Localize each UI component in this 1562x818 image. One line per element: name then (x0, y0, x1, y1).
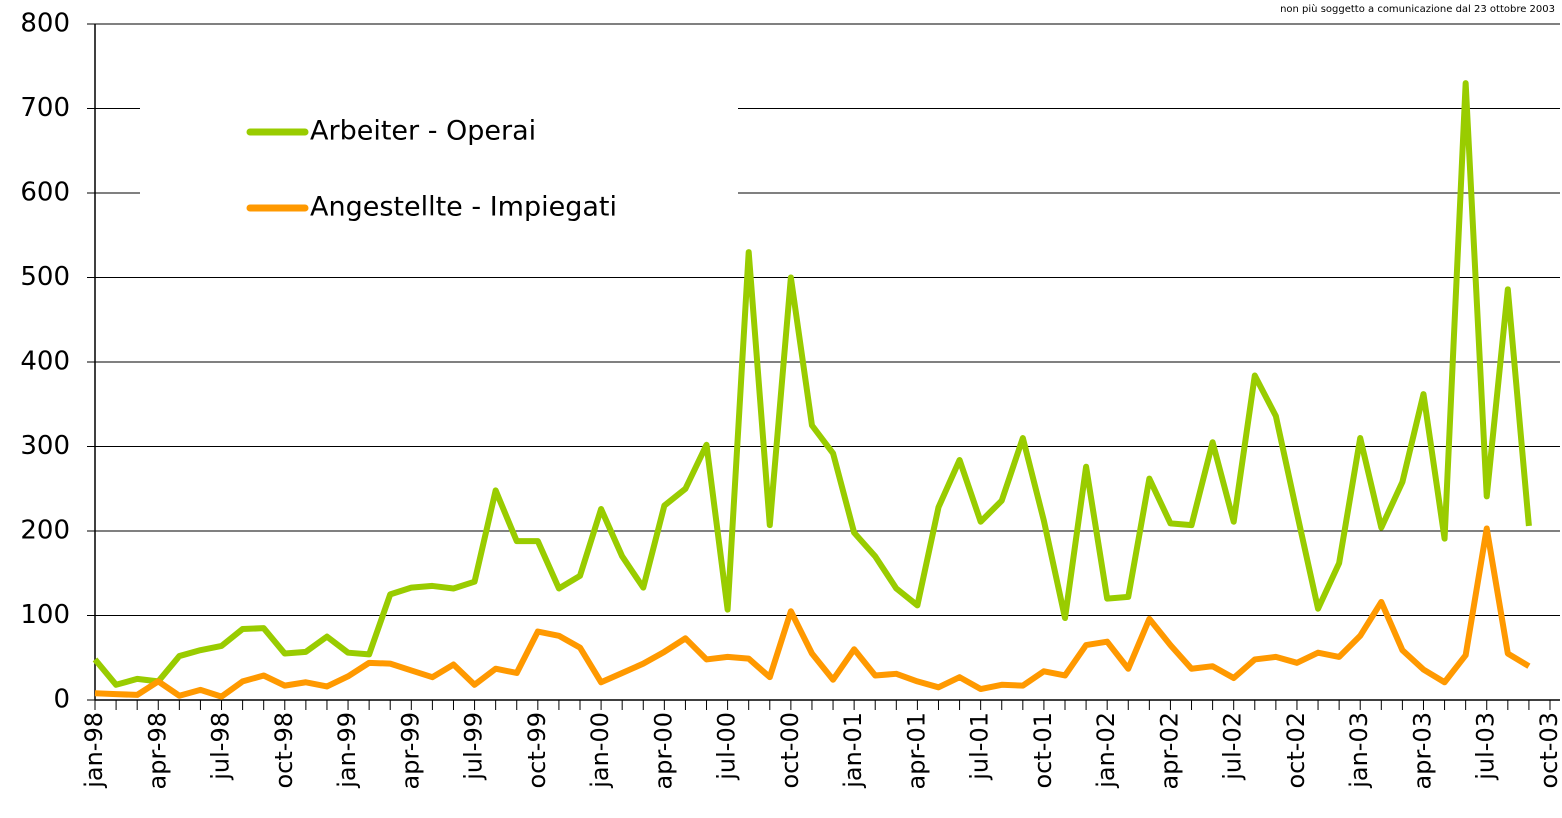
x-tick-label: jul-03 (1472, 712, 1500, 781)
legend-label: Angestellte - Impiegati (310, 192, 617, 223)
x-tick-label: apr-98 (143, 712, 171, 789)
x-tick-label: jul-98 (207, 712, 235, 781)
x-tick-label: jan-03 (1345, 712, 1373, 789)
x-tick-label: apr-99 (396, 712, 424, 789)
x-tick-label: oct-00 (776, 712, 804, 789)
y-tick-label: 0 (53, 685, 70, 715)
x-tick-label: jul-00 (713, 712, 741, 781)
y-tick-label: 200 (20, 516, 70, 546)
y-tick-label: 300 (20, 431, 70, 461)
y-tick-label: 500 (20, 262, 70, 292)
x-tick-label: jan-01 (839, 712, 867, 789)
legend-label: Arbeiter - Operai (310, 116, 536, 147)
note: non più soggetto a comunicazione dal 23 … (1280, 3, 1555, 15)
x-tick-label: jan-98 (80, 712, 108, 789)
series-line (92, 80, 1532, 688)
x-tick-label: jan-00 (586, 712, 614, 789)
y-tick-label: 700 (20, 93, 70, 123)
x-tick-label: apr-00 (649, 712, 677, 789)
x-tick-label: jul-01 (966, 712, 994, 781)
y-tick-label: 400 (20, 347, 70, 377)
x-tick-label: jan-99 (333, 712, 361, 789)
x-tick-label: oct-01 (1029, 712, 1057, 789)
y-tick-label: 100 (20, 600, 70, 630)
x-tick-label: apr-03 (1408, 712, 1436, 789)
series-line (94, 525, 1531, 700)
x-tick-label: oct-98 (270, 712, 298, 789)
x-tick-label: apr-02 (1155, 712, 1183, 789)
y-tick-label: 800 (20, 9, 70, 39)
x-tick-label: oct-99 (523, 712, 551, 789)
y-tick-label: 600 (20, 178, 70, 208)
x-tick-label: jan-02 (1092, 712, 1120, 789)
x-tick-label: jul-99 (460, 712, 488, 781)
legend-background (140, 88, 738, 243)
x-tick-label: oct-02 (1282, 712, 1310, 789)
x-tick-label: apr-01 (902, 712, 930, 789)
x-tick-label: oct-03 (1535, 712, 1562, 789)
x-tick-label: jul-02 (1219, 712, 1247, 781)
